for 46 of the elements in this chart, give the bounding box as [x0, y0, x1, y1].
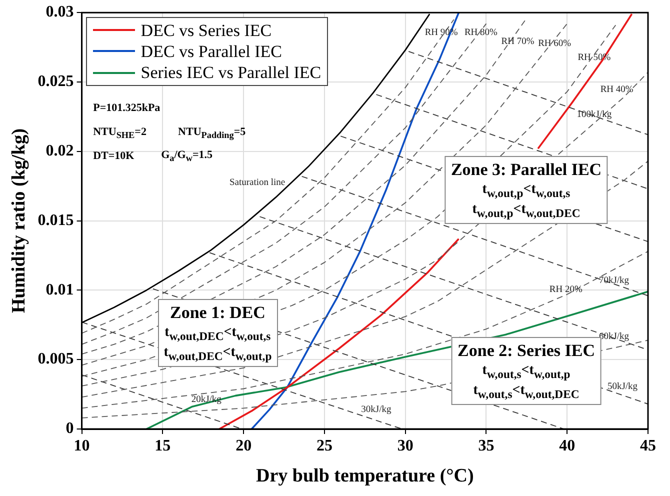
annotation: 20kJ/kg: [191, 394, 222, 406]
annotation: t$_{w,out,DEC}$<t$_{w,out,s}$: [164, 324, 272, 344]
annotation: t$_{w,out,p}$<t$_{w,out,DEC}$: [471, 200, 582, 221]
x-tick-label: 25: [316, 438, 332, 455]
annotation: 30kJ/kg: [361, 405, 392, 416]
legend-label: Series IEC vs Parallel IEC: [140, 62, 322, 84]
y-tick-label: 0.01: [46, 281, 74, 298]
y-tick-label: 0: [66, 420, 74, 438]
annotation: 70kJ/kg: [598, 276, 630, 286]
x-tick-label: 20: [236, 438, 252, 455]
annotation: RH 80%: [464, 28, 498, 39]
y-tick-label: 0.015: [38, 212, 74, 229]
y-tick-label: 0.03: [46, 4, 74, 21]
annotation: G$_{a}$/G$_{w}$=1.5: [161, 149, 212, 164]
annotation: t$_{w,out,s}$<t$_{w,out,DEC}$: [472, 382, 580, 402]
annotation: t$_{w,out,DEC}$<t$_{w,out,p}$: [164, 344, 272, 364]
x-tick-label: 35: [478, 438, 494, 455]
annotation: P=101.325kPa: [93, 102, 160, 114]
x-tick-label: 10: [74, 438, 90, 455]
y-tick-label: 0.02: [46, 142, 74, 160]
annotation: 50kJ/kg: [607, 382, 638, 393]
x-tick-label: 30: [397, 438, 414, 455]
annotation: RH 60%: [538, 38, 572, 50]
annotation: NTU$_{Padding}$=5: [178, 126, 246, 140]
annotation: t$_{w,out,p}$<t$_{w,out,s}$: [481, 180, 572, 201]
annotation: DT=10K: [93, 150, 134, 162]
x-tick-label: 15: [154, 438, 171, 455]
annotation: 60kJ/kg: [598, 332, 630, 343]
annotation: RH 20%: [549, 284, 582, 295]
annotation: Saturation line: [229, 178, 286, 189]
legend-label: DEC vs Parallel IEC: [140, 40, 282, 62]
annotation: RH 70%: [501, 36, 534, 47]
annotation: NTU$_{SHE}$=2: [93, 126, 146, 140]
annotation: 100kJ/kg: [576, 109, 612, 120]
annotation: RH 40%: [600, 84, 634, 95]
annotation: Zone 3: Parallel IEC: [450, 158, 602, 181]
y-axis-title: Humidity ratio (kg/kg): [8, 128, 30, 314]
x-tick-label: 45: [640, 438, 656, 455]
annotation: t$_{w,out,s}$<t$_{w,out,p}$: [481, 362, 572, 382]
x-axis-title: Dry bulb temperature (°C): [256, 466, 474, 487]
x-tick-label: 40: [559, 438, 576, 455]
annotation: Zone 1: DEC: [168, 302, 266, 324]
legend-label: DEC vs Series IEC: [140, 20, 272, 41]
annotation: Zone 2: Series IEC: [458, 340, 595, 362]
y-tick-label: 0.025: [38, 73, 74, 90]
y-tick-label: 0.005: [38, 350, 74, 368]
